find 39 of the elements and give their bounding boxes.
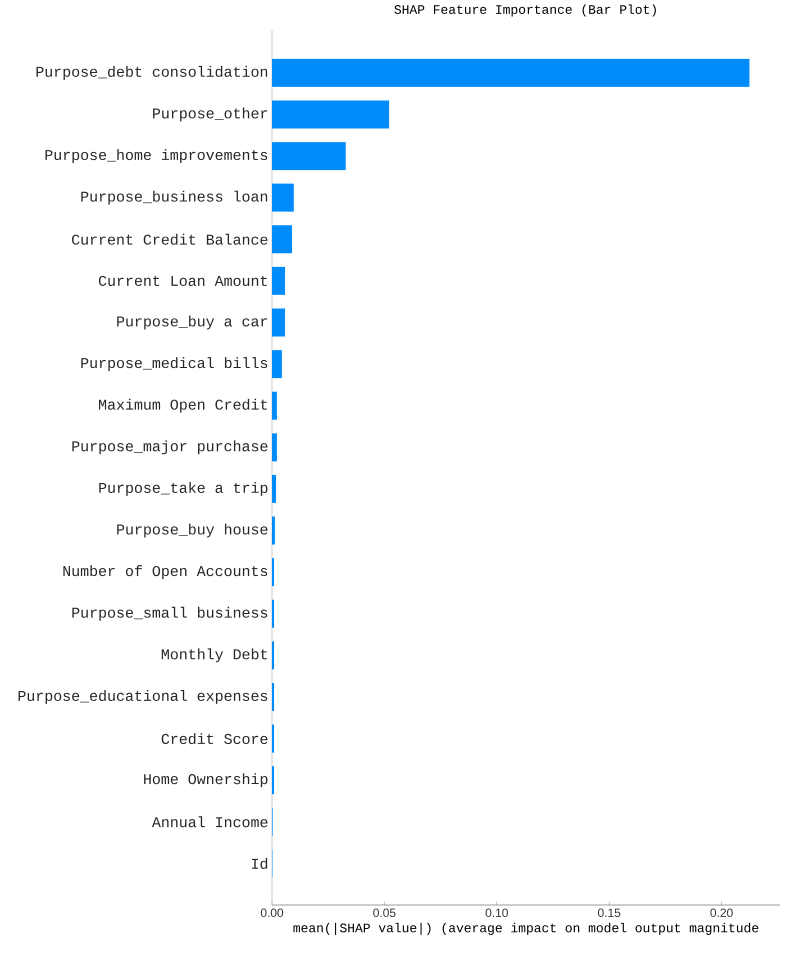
x-tick-label: 0.15 — [598, 908, 620, 917]
y-tick-label: Purpose_educational expenses — [18, 690, 268, 704]
x-tick-label: 0.10 — [486, 908, 508, 917]
y-tick-label: Purpose_business loan — [81, 190, 268, 205]
y-tick-label: Purpose_buy house — [117, 524, 268, 538]
y-tick-label: Id — [252, 858, 268, 869]
bar — [272, 350, 282, 378]
bar — [272, 433, 277, 462]
bar — [272, 225, 292, 254]
y-tick-label: Purpose_buy a car — [117, 316, 268, 330]
x-tick-label: 0.00 — [260, 908, 284, 917]
bar — [272, 392, 277, 420]
y-tick-label: Maximum Open Credit — [99, 398, 267, 413]
y-tick-label: Current Loan Amount — [98, 276, 267, 286]
x-axis-title: mean(|SHAP value|) (average impact on model output magnitude — [293, 922, 758, 935]
y-tick-label: Purpose_other — [153, 108, 268, 122]
y-tick-label: Purpose_take a trip — [99, 482, 268, 496]
y-tick-label: Purpose_debt consolidation — [36, 66, 268, 80]
chart-title: SHAP Feature Importance (Bar Plot) — [394, 4, 656, 17]
x-tick-label: 0.20 — [710, 908, 733, 917]
x-tick-label: 0.05 — [373, 908, 396, 917]
bar — [272, 184, 294, 212]
y-tick-label: Purpose_home improvements — [45, 149, 268, 164]
bar — [272, 516, 275, 545]
y-tick-label: Number of Open Accounts — [63, 565, 268, 580]
bar — [272, 308, 286, 337]
y-tick-label: Purpose_major purchase — [72, 440, 268, 454]
bar — [272, 100, 390, 128]
bar — [272, 266, 286, 295]
y-tick-label: Purpose_small business — [72, 606, 268, 621]
y-tick-label: Purpose_medical bills — [81, 357, 268, 372]
y-tick-label: Home Ownership — [144, 773, 268, 788]
bar — [272, 58, 750, 87]
bar — [272, 474, 276, 503]
bar — [272, 142, 346, 170]
y-tick-label: Current Credit Balance — [72, 234, 268, 245]
y-tick-label: Credit Score — [162, 733, 268, 744]
y-tick-label: Annual Income — [152, 816, 268, 828]
y-tick-label: Monthly Debt — [162, 648, 267, 662]
